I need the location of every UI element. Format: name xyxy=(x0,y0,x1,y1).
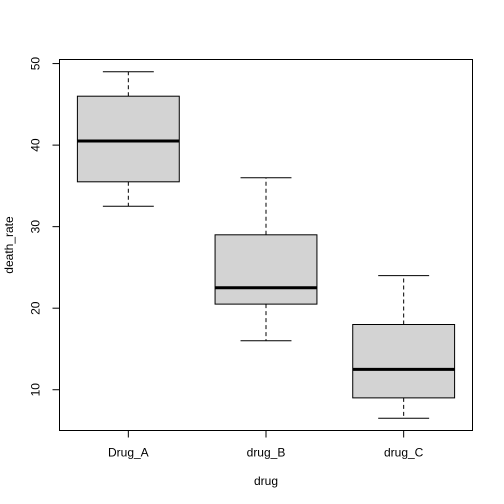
box-iqr xyxy=(76,95,180,183)
y-tick-label: 30 xyxy=(29,220,43,234)
box-iqr xyxy=(214,234,318,305)
x-axis-label: drug xyxy=(254,474,278,488)
y-tick-label: 40 xyxy=(29,138,43,152)
x-tick-label: drug_C xyxy=(384,446,424,460)
y-axis: 10 20 30 40 50 xyxy=(29,57,60,397)
x-tick-label: drug_B xyxy=(247,446,286,460)
box-group-drug_c xyxy=(352,275,456,419)
boxes-layer xyxy=(76,71,456,419)
y-axis-label: death_rate xyxy=(2,216,16,274)
box-group-drug_b xyxy=(214,177,318,342)
y-tick-label: 20 xyxy=(29,301,43,315)
y-tick-label: 10 xyxy=(29,383,43,397)
box-group-drug_a xyxy=(76,71,180,207)
box-iqr xyxy=(352,324,456,399)
x-axis: Drug_A drug_B drug_C xyxy=(108,430,424,460)
y-tick-label: 50 xyxy=(29,57,43,71)
x-tick-label: Drug_A xyxy=(108,446,149,460)
